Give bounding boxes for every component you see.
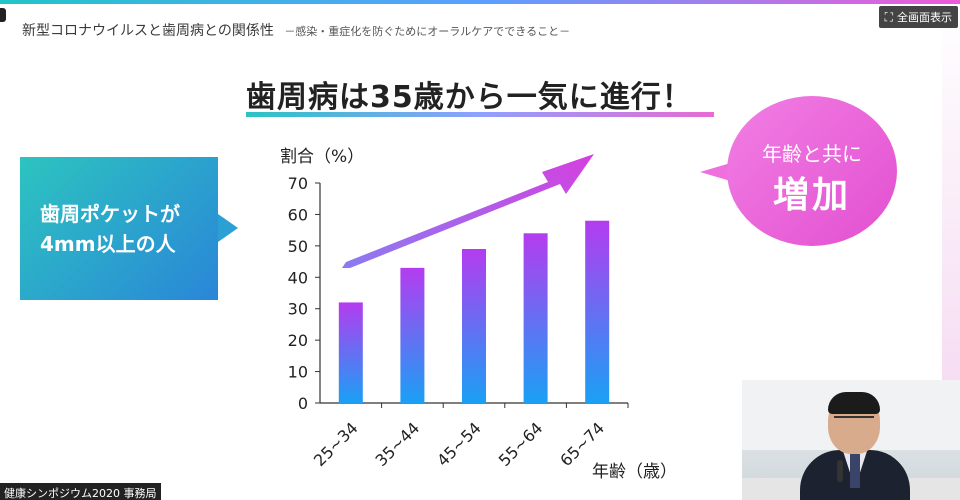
left-callout-pointer: [218, 214, 238, 242]
left-callout-line1: 歯周ポケットが: [40, 201, 180, 226]
presenter-webcam: [742, 380, 960, 500]
bar: [400, 267, 425, 403]
x-tick-label: 55~64: [495, 418, 547, 470]
presenter-tie: [850, 454, 860, 488]
x-tick-label: 35~44: [372, 418, 424, 470]
y-tick-label: 70: [288, 174, 308, 193]
fullscreen-button[interactable]: ⛶ 全画面表示: [878, 6, 958, 28]
speech-bubble: 年齢と共に 増加: [727, 96, 897, 246]
trend-arrow: [342, 154, 594, 268]
left-callout-line2: 4mm以上の人: [40, 231, 176, 256]
y-axis-label: 割合（%）: [280, 147, 364, 167]
y-tick-label: 60: [288, 205, 308, 224]
y-tick-label: 10: [288, 363, 308, 382]
expand-icon: ⛶: [884, 9, 893, 24]
slide-right-edge: [942, 4, 960, 500]
bubble-line2: 増加: [772, 175, 851, 216]
slide-header-main: 新型コロナウイルスと歯周病との関係性: [22, 23, 274, 39]
speech-bubble-tail: [700, 162, 734, 182]
fullscreen-label: 全画面表示: [897, 11, 952, 24]
bar: [523, 233, 548, 403]
y-tick-label: 40: [288, 268, 308, 287]
x-axis-label: 年齢（歳）: [592, 462, 677, 482]
slide-header-sub: －感染・重症化を防ぐためにオーラルケアでできること－: [284, 25, 571, 38]
left-callout: 歯周ポケットが 4mm以上の人: [20, 157, 218, 300]
bar: [585, 220, 610, 403]
y-tick-label: 50: [288, 237, 308, 256]
bubble-line1: 年齢と共に: [762, 142, 862, 166]
x-tick-label: 45~54: [433, 418, 485, 470]
title-underline: [246, 112, 714, 117]
bar: [338, 302, 363, 403]
presenter-hair: [828, 392, 880, 414]
microphone-icon: [837, 460, 843, 482]
y-tick-label: 0: [298, 394, 308, 413]
y-tick-label: 30: [288, 300, 308, 319]
window-edge-marker: [0, 8, 6, 22]
x-tick-label: 25~34: [310, 418, 362, 470]
slide-top-gradient-bar: [0, 0, 960, 4]
y-tick-label: 20: [288, 331, 308, 350]
footer-label: 健康シンポジウム2020 事務局: [0, 483, 161, 500]
slide-header: 新型コロナウイルスと歯周病との関係性 －感染・重症化を防ぐためにオーラルケアでで…: [22, 20, 570, 40]
bar: [462, 249, 486, 403]
presenter-glasses: [834, 416, 874, 424]
main-title: 歯周病は35歳から一気に進行！: [246, 80, 693, 115]
